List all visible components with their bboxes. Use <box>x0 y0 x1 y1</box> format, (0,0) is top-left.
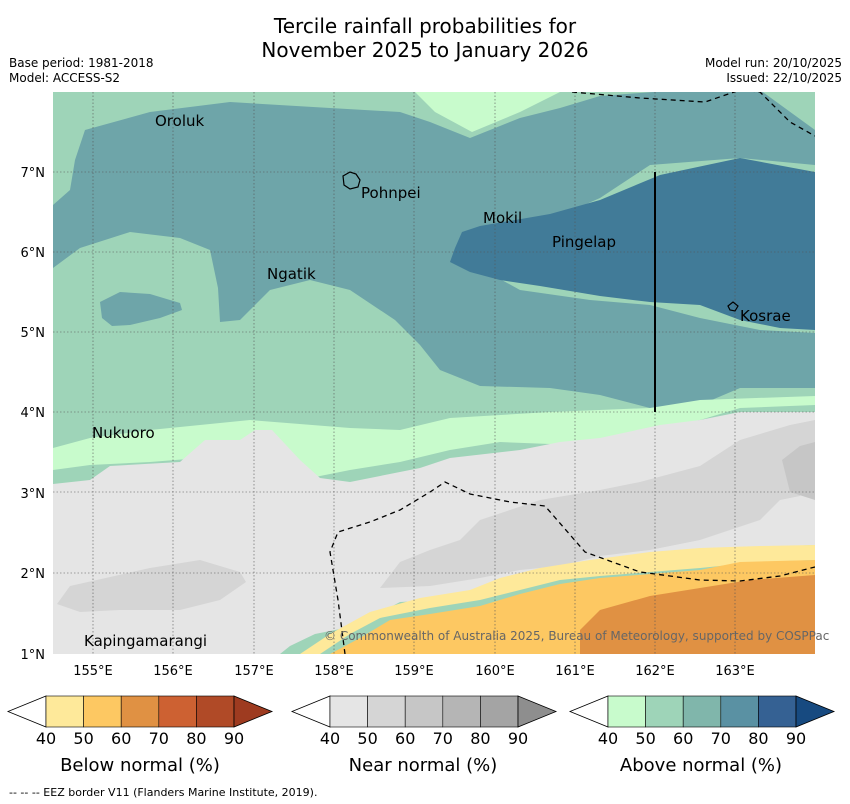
near-60-70-east <box>782 442 815 500</box>
near-40-50-region <box>53 412 815 654</box>
lon-tick-156: 156°E <box>153 664 193 679</box>
above-legend-tick: 80 <box>748 729 768 748</box>
above-60-70-region <box>53 92 815 408</box>
below-legend-max-arrow <box>233 695 274 728</box>
below-60-70-region <box>580 575 815 654</box>
model-name: Model: ACCESS-S2 <box>9 71 121 85</box>
above-legend-swatch <box>682 695 722 728</box>
legend-below-label: Below normal (%) <box>60 755 220 776</box>
base-period: Base period: 1981-2018 <box>9 56 154 70</box>
kosrae-island <box>727 301 739 312</box>
below-legend-tick: 60 <box>111 729 131 748</box>
below-legend-min-arrow <box>6 695 47 728</box>
near-legend-tick: 70 <box>433 729 453 748</box>
near-legend-tick: 40 <box>320 729 340 748</box>
above-legend-tick: 50 <box>635 729 655 748</box>
lon-tick-159: 159°E <box>394 664 434 679</box>
above-60-70-blob <box>100 292 182 326</box>
below-40-50-region <box>300 545 815 654</box>
eez-borders <box>329 92 815 654</box>
lat-tick-5: 5°N <box>21 326 46 341</box>
near-50-60-west <box>57 560 246 612</box>
above-legend-tick: 40 <box>598 729 618 748</box>
lat-tick-2: 2°N <box>21 567 46 582</box>
place-mokil: Mokil <box>483 209 522 227</box>
place-pingelap: Pingelap <box>552 233 616 251</box>
place-oroluk: Oroluk <box>155 112 204 130</box>
place-pohnpei: Pohnpei <box>361 184 421 202</box>
model-run: Model run: 20/10/2025 <box>704 56 842 70</box>
near-legend-swatch <box>442 695 481 728</box>
lat-tick-1: 1°N <box>21 648 46 663</box>
lat-tick-3: 3°N <box>21 487 46 502</box>
above-legend-tick: 90 <box>786 729 806 748</box>
copyright-notice: © Commonwealth of Australia 2025, Bureau… <box>324 629 829 643</box>
near-legend-tick: 50 <box>357 729 377 748</box>
issued-date: Issued: 22/10/2025 <box>726 71 842 85</box>
near-50-60-region <box>380 420 815 588</box>
lon-tick-162: 162°E <box>635 664 675 679</box>
legend-above-label: Above normal (%) <box>619 755 783 776</box>
lon-tick-155: 155°E <box>73 664 113 679</box>
lon-tick-163: 163°E <box>715 664 755 679</box>
below-legend-swatch <box>196 695 235 728</box>
place-kapingamarangi: Kapingamarangi <box>84 632 207 650</box>
map-fill <box>53 92 815 654</box>
lat-tick-7: 7°N <box>21 166 46 181</box>
legend-near-colorbar: 40 50 60 70 80 90 <box>290 695 558 748</box>
below-legend-tick: 50 <box>73 729 93 748</box>
legend-below-colorbar: 40 50 60 70 80 90 <box>6 695 274 748</box>
lon-axis: 155°E 156°E 157°E 158°E 159°E 160°E 161°… <box>73 664 755 679</box>
above-legend-tick: 60 <box>673 729 693 748</box>
below-legend-tick: 90 <box>224 729 244 748</box>
pohnpei-island <box>342 171 361 190</box>
near-legend-tick: 90 <box>508 729 528 748</box>
map-title-line2: November 2025 to January 2026 <box>261 38 589 62</box>
map-title-line1: Tercile rainfall probabilities for <box>273 14 577 38</box>
near-legend-swatch <box>329 695 368 728</box>
place-ngatik: Ngatik <box>267 265 316 283</box>
near-legend-tick: 60 <box>395 729 415 748</box>
above-legend-min-arrow <box>568 695 609 728</box>
place-kosrae: Kosrae <box>740 307 791 325</box>
above-legend-swatch <box>720 695 759 728</box>
lon-tick-161: 161°E <box>555 664 595 679</box>
near-legend-max-arrow <box>517 695 558 728</box>
lat-tick-4: 4°N <box>21 406 46 421</box>
below-legend-swatch <box>45 695 84 728</box>
lon-tick-160: 160°E <box>475 664 515 679</box>
above-legend-swatch <box>607 695 646 728</box>
below-legend-swatch <box>83 695 122 728</box>
near-legend-min-arrow <box>290 695 331 728</box>
near-legend-swatch <box>404 695 444 728</box>
near-legend-swatch <box>480 695 519 728</box>
above-legend-max-arrow <box>795 695 836 728</box>
lat-tick-6: 6°N <box>21 246 46 261</box>
legend-near-label: Near normal (%) <box>348 755 498 776</box>
above-legend-swatch <box>758 695 797 728</box>
below-legend-tick: 70 <box>149 729 169 748</box>
lon-tick-158: 158°E <box>314 664 354 679</box>
above-legend-swatch <box>645 695 684 728</box>
above-legend-tick: 70 <box>711 729 731 748</box>
lon-tick-157: 157°E <box>234 664 274 679</box>
footnote-eez-source: -- -- -- EEZ border V11 (Flanders Marine… <box>9 786 318 799</box>
below-legend-swatch <box>120 695 160 728</box>
below-legend-tick: 80 <box>186 729 206 748</box>
place-nukuoro: Nukuoro <box>92 424 155 442</box>
above-40-50-band <box>53 396 815 480</box>
near-legend-tick: 80 <box>470 729 490 748</box>
below-legend-tick: 40 <box>36 729 56 748</box>
legend-above-colorbar: 40 50 60 70 80 90 <box>568 695 836 748</box>
below-legend-swatch <box>158 695 197 728</box>
near-legend-swatch <box>367 695 406 728</box>
above-40-50-top <box>415 92 560 132</box>
lat-axis: 1°N 2°N 3°N 4°N 5°N 6°N 7°N <box>21 166 46 663</box>
above-70-80-region <box>450 158 815 330</box>
